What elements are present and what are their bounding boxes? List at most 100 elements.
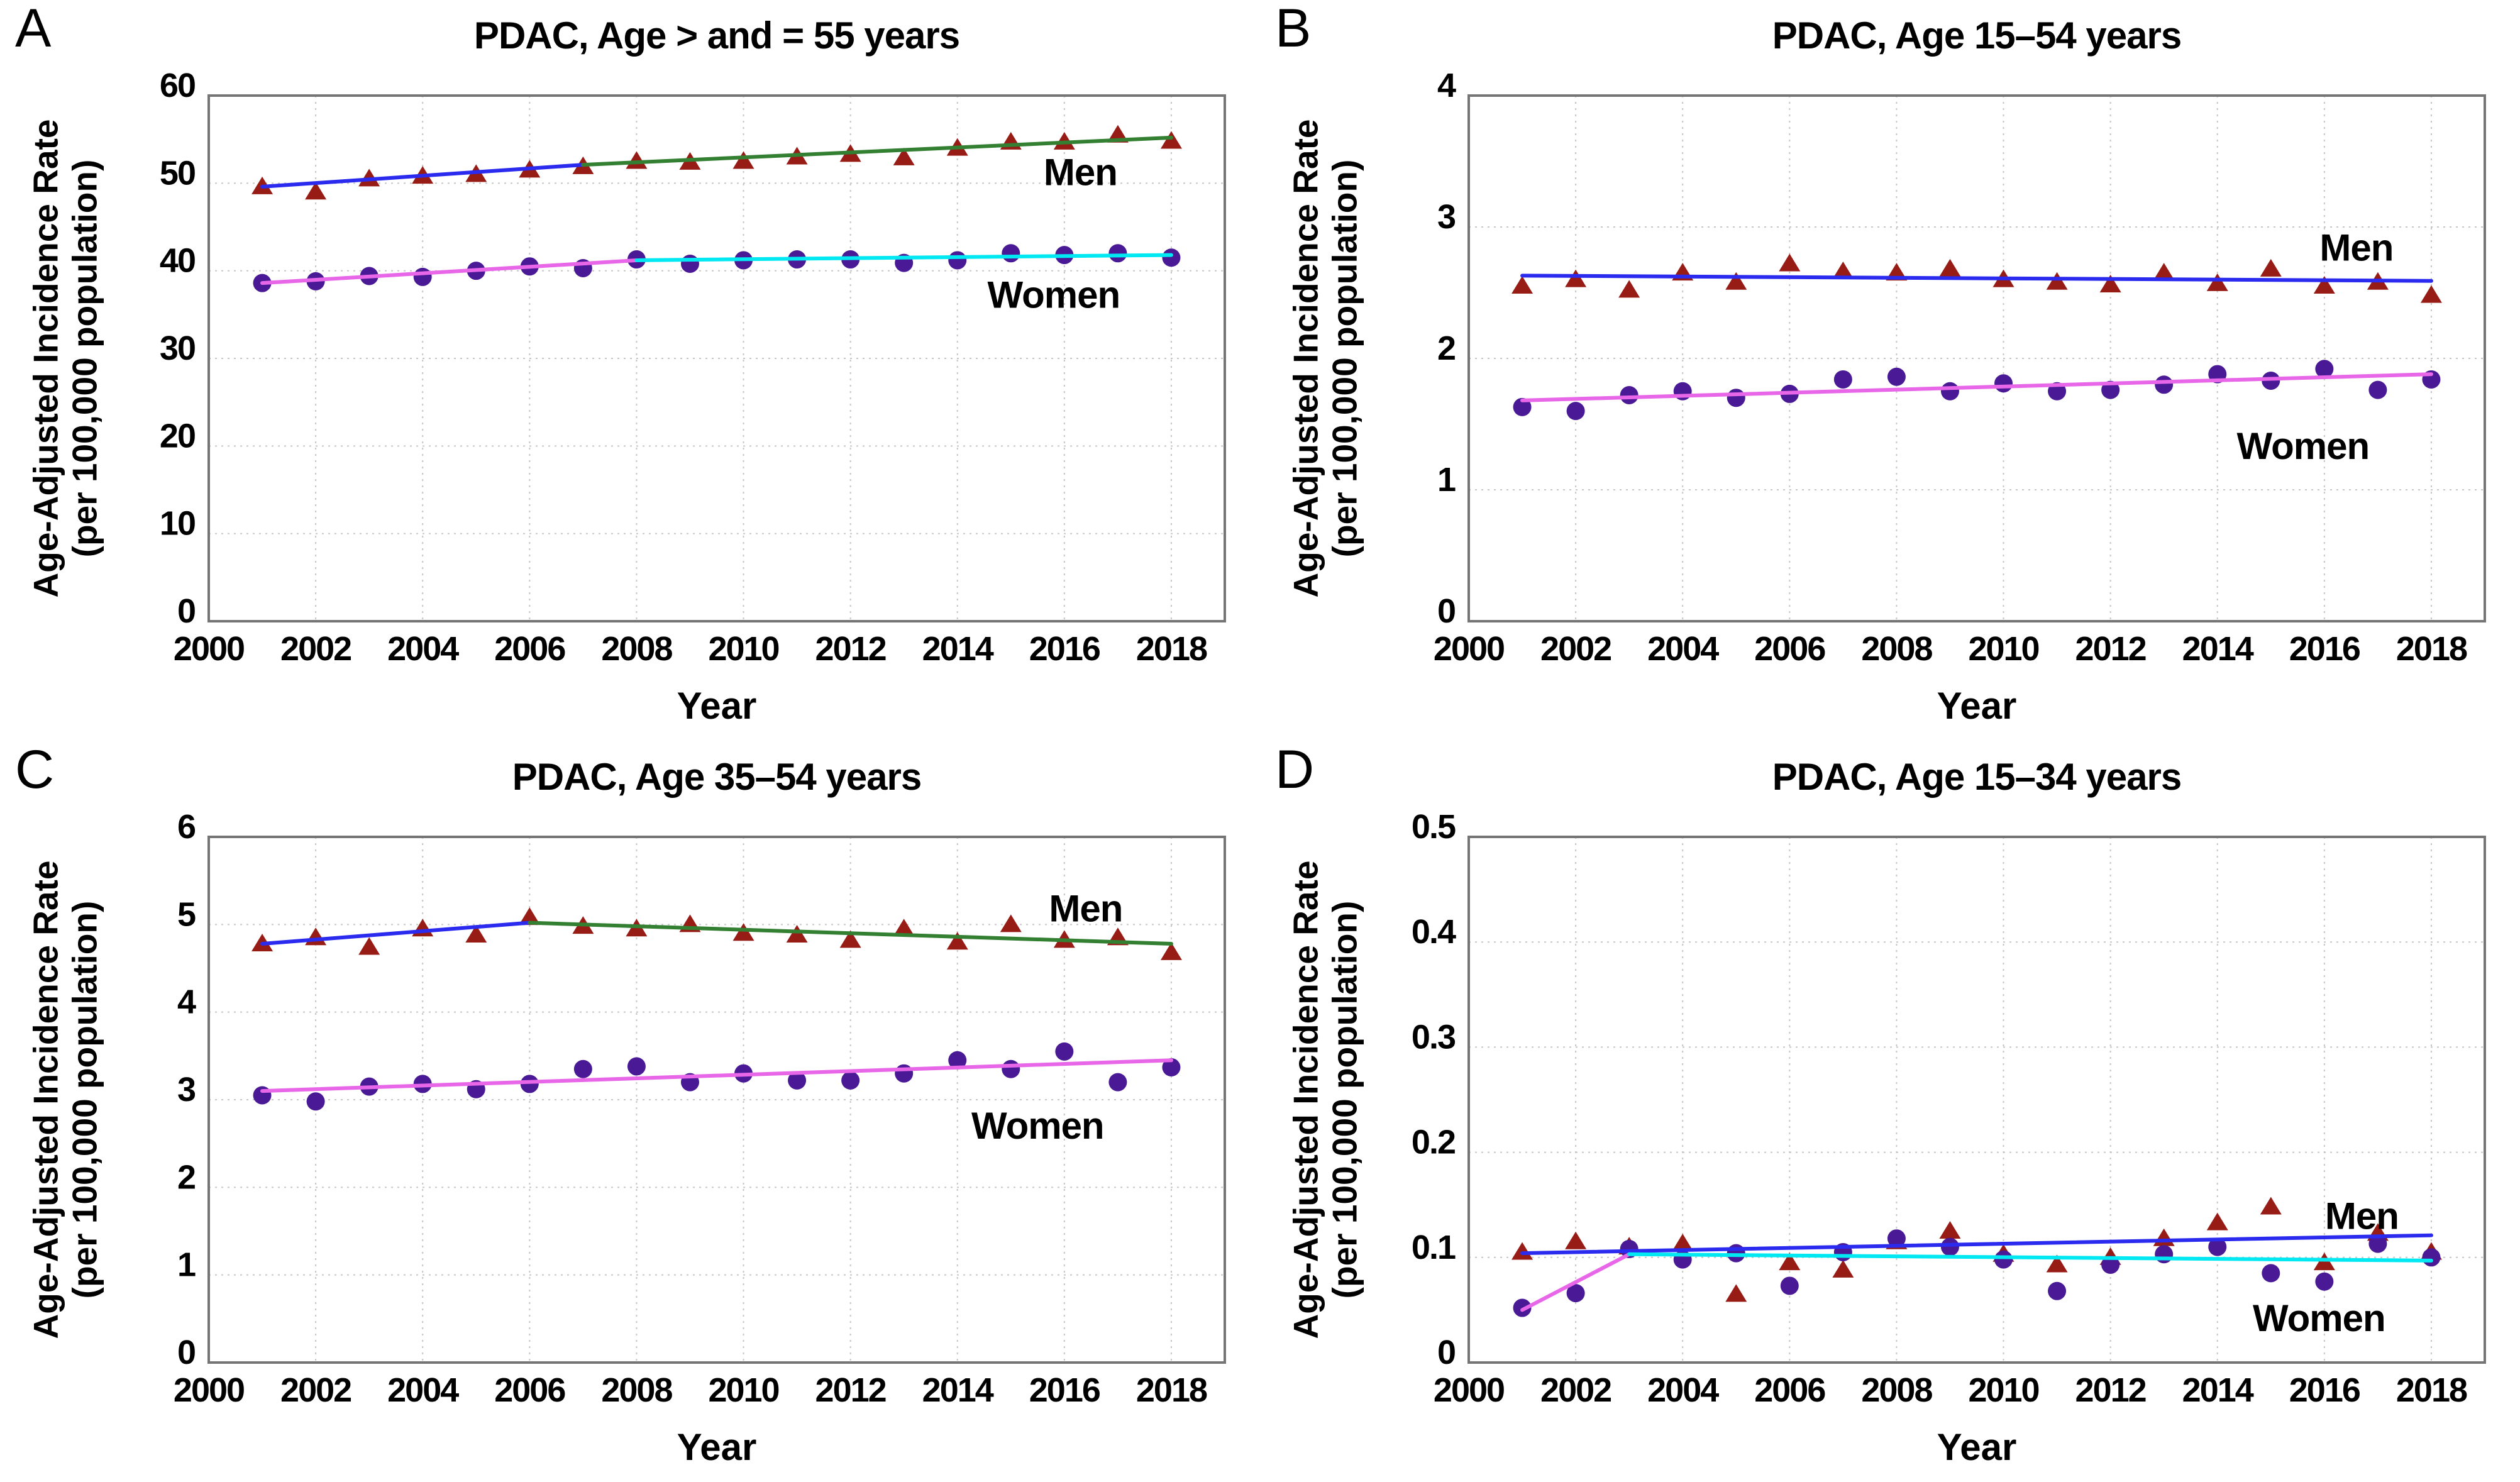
x-tick-label: 2014 [2182, 1371, 2254, 1409]
men-data-marker [786, 925, 808, 943]
men-data-marker [2046, 272, 2068, 290]
women-data-marker [2262, 1264, 2280, 1283]
panel-title-d: PDAC, Age 15–34 years [1772, 756, 2182, 798]
panel-title-c: PDAC, Age 35–54 years [512, 756, 922, 798]
trend-line-trend_pink [1520, 1252, 1632, 1312]
men-data-marker [2260, 258, 2282, 277]
women-data-marker [2155, 375, 2174, 394]
panel-c: C PDAC, Age 35–54 years Age-Adjusted Inc… [0, 741, 1260, 1482]
men-data-marker [893, 147, 915, 165]
x-tick-label: 2004 [1647, 630, 1719, 668]
x-tick-label: 2008 [1861, 630, 1932, 668]
x-tick-label: 2012 [2075, 1371, 2146, 1409]
women-data-marker [306, 1092, 325, 1111]
men-data-marker [1565, 269, 1587, 287]
x-axis-label-d: Year [1937, 1426, 2017, 1468]
men-data-marker [893, 919, 915, 937]
trend-line-trend_blue [260, 921, 532, 946]
x-tick-label: 2000 [174, 630, 244, 668]
x-tick-label: 2006 [1754, 630, 1825, 668]
panel-title-b: PDAC, Age 15–54 years [1772, 14, 2182, 57]
women-data-marker [1055, 1042, 1074, 1061]
series-label-women: Women [971, 1105, 1104, 1147]
x-tick-label: 2004 [1647, 1371, 1719, 1409]
men-data-marker [2099, 274, 2121, 292]
plot-area-b: 2000 2002 2004 2006 2008 2010 2012 2014 2016 2018… [1434, 67, 2486, 668]
men-data-marker [2206, 1212, 2228, 1230]
men-data-marker [2313, 276, 2335, 294]
trend-line-trend_cyan [634, 253, 1173, 262]
x-tick-label: 2010 [708, 1371, 778, 1409]
x-tick-label: 2010 [1968, 1371, 2038, 1409]
women-data-marker [1108, 1073, 1127, 1092]
series-label-women: Women [988, 274, 1120, 316]
x-axis-label-c: Year [677, 1426, 757, 1468]
y-tick-label: 4 [177, 983, 196, 1021]
y-tick-label: 0.1 [1412, 1229, 1456, 1266]
trend-line-trend_pink [260, 1058, 1173, 1093]
women-data-marker [2155, 1245, 2174, 1264]
x-tick-label: 2012 [2075, 630, 2146, 668]
women-data-marker [948, 251, 967, 270]
panel-letter-c: C [15, 739, 55, 800]
plot-frame [207, 94, 1226, 622]
plot-area-a: 2000 2002 2004 2006 2008 2010 2012 2014 2016 2018… [160, 67, 1226, 668]
men-data-marker [2046, 1254, 2068, 1273]
men-data-marker [2260, 1197, 2282, 1215]
y-tick-label: 1 [177, 1246, 196, 1284]
y-tick-label: 2 [1437, 329, 1455, 367]
series-label-men: Men [2319, 226, 2393, 268]
women-data-marker [1162, 248, 1181, 267]
women-data-marker [2368, 1234, 2387, 1253]
x-tick-label: 2018 [1136, 630, 1207, 668]
x-tick-label: 2014 [922, 630, 994, 668]
women-data-marker [841, 1071, 860, 1090]
men-data-marker [1725, 272, 1747, 290]
x-axis-label-b: Year [1937, 685, 2017, 727]
women-data-marker [1940, 382, 1959, 401]
x-tick-label: 2016 [1029, 630, 1100, 668]
trend-line-trend_pink [1520, 372, 2433, 402]
women-data-marker [1727, 389, 1745, 407]
y-tick-label: 5 [177, 895, 196, 933]
y-tick-label: 1 [1437, 461, 1456, 499]
trend-line-trend_green [528, 921, 1173, 946]
men-data-marker [412, 919, 434, 937]
y-tick-label: 2 [177, 1158, 195, 1196]
men-data-marker [1779, 1253, 1801, 1271]
y-tick-label: 0 [177, 592, 195, 630]
women-data-marker [1566, 402, 1585, 421]
men-data-marker [1618, 280, 1640, 298]
men-data-marker [839, 930, 861, 948]
series-label-men: Men [1049, 887, 1122, 929]
women-data-marker [1620, 386, 1639, 405]
x-tick-label: 2016 [2289, 630, 2360, 668]
women-data-marker [1566, 1284, 1585, 1303]
women-data-marker [2315, 1272, 2334, 1291]
panel-title-a: PDAC, Age > and = 55 years [473, 14, 960, 57]
trend-line-trend_cyan [1627, 1252, 2433, 1263]
y-tick-label: 60 [160, 67, 195, 104]
x-tick-label: 2002 [1540, 630, 1611, 668]
men-data-marker [1779, 253, 1801, 272]
plot-frame [207, 836, 1226, 1364]
panel-a: A PDAC, Age > and = 55 years Age-Adjuste… [0, 0, 1260, 741]
x-tick-label: 2004 [387, 1371, 459, 1409]
men-data-marker [2153, 1228, 2175, 1246]
trend-line-trend_blue [1520, 1233, 2433, 1256]
plot-frame [1467, 94, 2486, 622]
women-data-marker [1513, 397, 1532, 416]
men-data-marker [1672, 1234, 1694, 1252]
y-tick-label: 0.5 [1412, 808, 1456, 846]
trend-line-trend_blue [260, 163, 585, 189]
women-data-marker [1994, 1250, 2013, 1269]
y-tick-label: 50 [160, 154, 195, 192]
panel-d: D PDAC, Age 15–34 years Age-Adjusted Inc… [1260, 741, 2520, 1482]
trend-line-trend_blue [1520, 274, 2433, 283]
series-label-women: Women [2237, 425, 2370, 467]
x-tick-label: 2006 [1754, 1371, 1825, 1409]
y-tick-label: 6 [177, 808, 196, 846]
women-data-marker [1162, 1058, 1181, 1076]
women-data-marker [2422, 1248, 2441, 1267]
